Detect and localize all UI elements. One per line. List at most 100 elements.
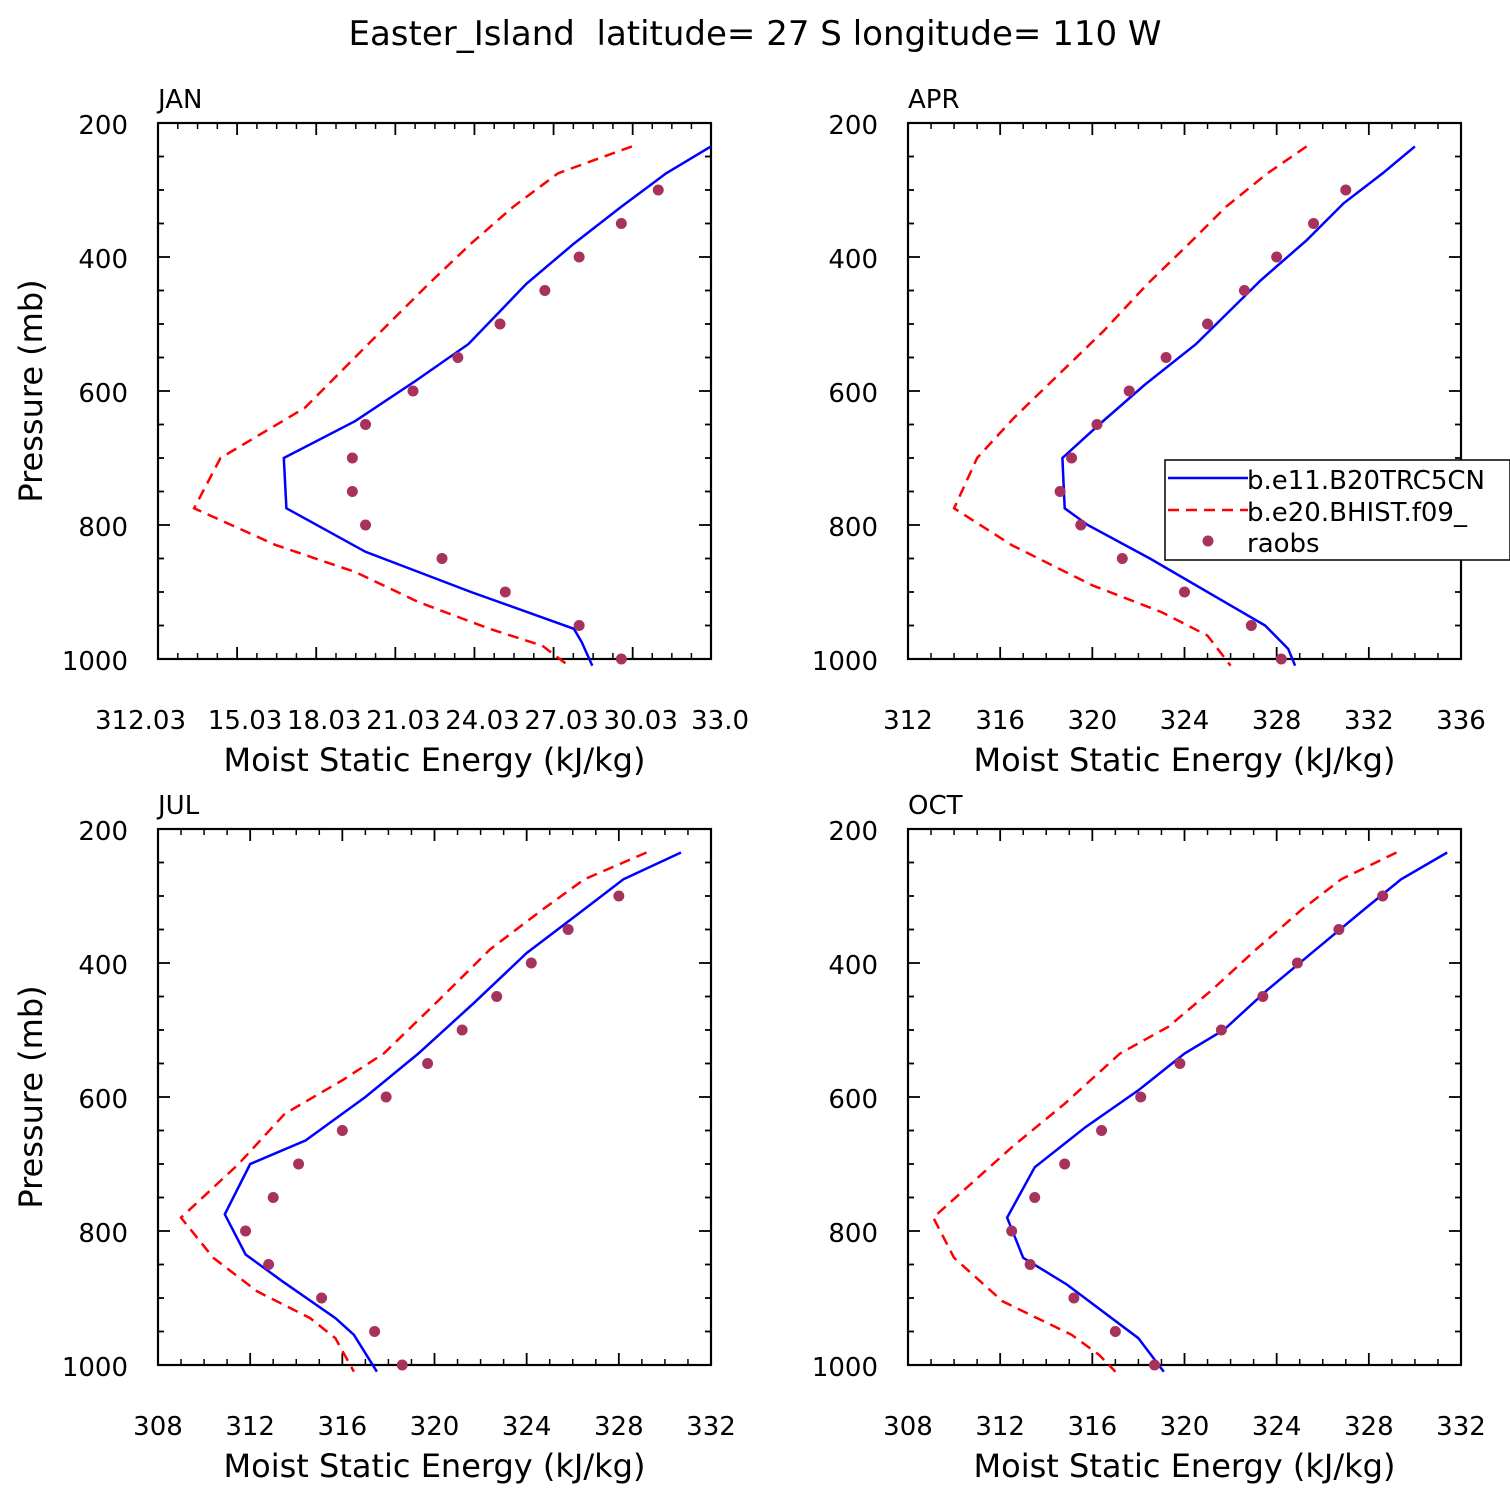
x-tick-label: 324	[502, 1412, 552, 1442]
x-tick-label: 328	[1344, 1412, 1394, 1442]
raobs-point	[1006, 1225, 1018, 1237]
x-tick-label: 328	[594, 1412, 644, 1442]
raobs-point	[1238, 285, 1250, 296]
legend-swatch-raobs	[1202, 535, 1214, 547]
raobs-point	[1202, 318, 1214, 330]
series-line-b-e20	[931, 851, 1398, 1373]
raobs-point	[1275, 653, 1287, 665]
y-tick-label: 800	[78, 1219, 128, 1249]
raobs-point	[1135, 1091, 1147, 1103]
x-tick-label: 312	[225, 1412, 275, 1442]
x-tick-label: 320	[1068, 706, 1118, 736]
series-line-b-e11	[1005, 851, 1448, 1373]
raobs-point	[1123, 385, 1135, 397]
plot-frame	[156, 827, 713, 1367]
y-tick-label: 1000	[812, 1353, 878, 1383]
raobs-point	[652, 184, 664, 196]
x-axis-label: Moist Static Energy (kJ/kg)	[224, 1447, 646, 1485]
y-axis-label: Pressure (mb)	[12, 985, 50, 1208]
y-tick-label: 200	[78, 111, 128, 141]
x-tick-label: 316	[975, 706, 1025, 736]
x-tick-label: 24.03	[445, 706, 519, 736]
x-tick-label: 320	[410, 1412, 460, 1442]
raobs-point	[573, 620, 585, 631]
raobs-point	[240, 1225, 252, 1237]
raobs-point	[573, 251, 585, 263]
legend-label-model2: b.e20.BHIST.f09_	[1247, 498, 1468, 528]
raobs-point	[1291, 957, 1303, 969]
x-axis-label: Moist Static Energy (kJ/kg)	[974, 741, 1396, 779]
legend-label-model1: b.e11.B20TRC5CN	[1247, 466, 1485, 496]
raobs-point	[1179, 586, 1190, 598]
x-tick-label: 312	[975, 1412, 1025, 1442]
raobs-point	[491, 991, 503, 1002]
raobs-point	[407, 385, 419, 397]
x-tick-label: 27.03	[524, 706, 598, 736]
raobs-point	[1029, 1192, 1041, 1203]
series-line-b-e11	[223, 851, 682, 1373]
raobs-point	[360, 419, 372, 430]
x-tick-label: 332	[1344, 706, 1394, 736]
y-tick-label: 600	[828, 379, 878, 409]
x-tick-label: 332	[1436, 1412, 1486, 1442]
plot-frame	[906, 827, 1463, 1367]
raobs-point	[1257, 991, 1269, 1002]
x-tick-label: 18.03	[287, 706, 361, 736]
raobs-point	[267, 1192, 279, 1203]
raobs-point	[369, 1326, 381, 1337]
raobs-point	[1245, 620, 1257, 631]
x-tick-label: 15.03	[208, 706, 282, 736]
raobs-point	[436, 553, 448, 564]
x-tick-label: 336	[1436, 706, 1486, 736]
x-tick-label: 33.0	[691, 706, 749, 736]
raobs-point	[1271, 251, 1283, 263]
raobs-point	[452, 352, 464, 363]
series-line-b-e11	[1061, 145, 1416, 667]
series-line-b-e20	[952, 145, 1308, 667]
x-axis-label: Moist Static Energy (kJ/kg)	[224, 741, 646, 779]
series-line-b-e11	[282, 145, 712, 667]
panel-title: OCT	[908, 791, 963, 821]
x-tick-label: 320	[1160, 1412, 1210, 1442]
y-tick-label: 200	[78, 817, 128, 847]
y-tick-label: 400	[78, 245, 128, 275]
x-tick-label: 324	[1252, 1412, 1302, 1442]
panel-title: JAN	[156, 85, 202, 115]
raobs-point	[1340, 184, 1352, 196]
raobs-point	[1308, 218, 1320, 229]
x-tick-label: 312.03	[95, 706, 186, 736]
raobs-point	[456, 1024, 468, 1036]
raobs-point	[1096, 1125, 1108, 1136]
figure-title: Easter_Island latitude= 27 S longitude= …	[348, 14, 1161, 54]
raobs-point	[1075, 519, 1087, 531]
y-tick-label: 400	[78, 951, 128, 981]
raobs-point	[316, 1292, 328, 1304]
x-tick-label: 312	[883, 706, 933, 736]
raobs-point	[422, 1058, 434, 1069]
y-tick-label: 200	[828, 817, 878, 847]
raobs-point	[499, 586, 511, 598]
raobs-point	[1333, 924, 1345, 935]
y-axis-label: Pressure (mb)	[12, 279, 50, 502]
legend-label-raobs: raobs	[1247, 529, 1320, 559]
y-tick-label: 200	[828, 111, 878, 141]
raobs-point	[346, 452, 358, 464]
raobs-point	[1091, 419, 1103, 430]
raobs-point	[494, 318, 506, 330]
raobs-point	[293, 1158, 305, 1170]
x-tick-label: 21.03	[366, 706, 440, 736]
raobs-point	[1068, 1292, 1080, 1304]
raobs-point	[1215, 1024, 1227, 1036]
panel-title: JUL	[156, 791, 200, 821]
legend: b.e11.B20TRC5CN b.e20.BHIST.f09_ raobs	[1164, 459, 1510, 561]
raobs-point	[562, 924, 574, 935]
x-tick-label: 316	[1068, 1412, 1118, 1442]
raobs-point	[615, 653, 627, 665]
raobs-point	[1109, 1326, 1121, 1337]
y-tick-label: 600	[78, 379, 128, 409]
raobs-point	[615, 218, 627, 229]
x-tick-label: 308	[133, 1412, 183, 1442]
x-tick-label: 328	[1252, 706, 1302, 736]
